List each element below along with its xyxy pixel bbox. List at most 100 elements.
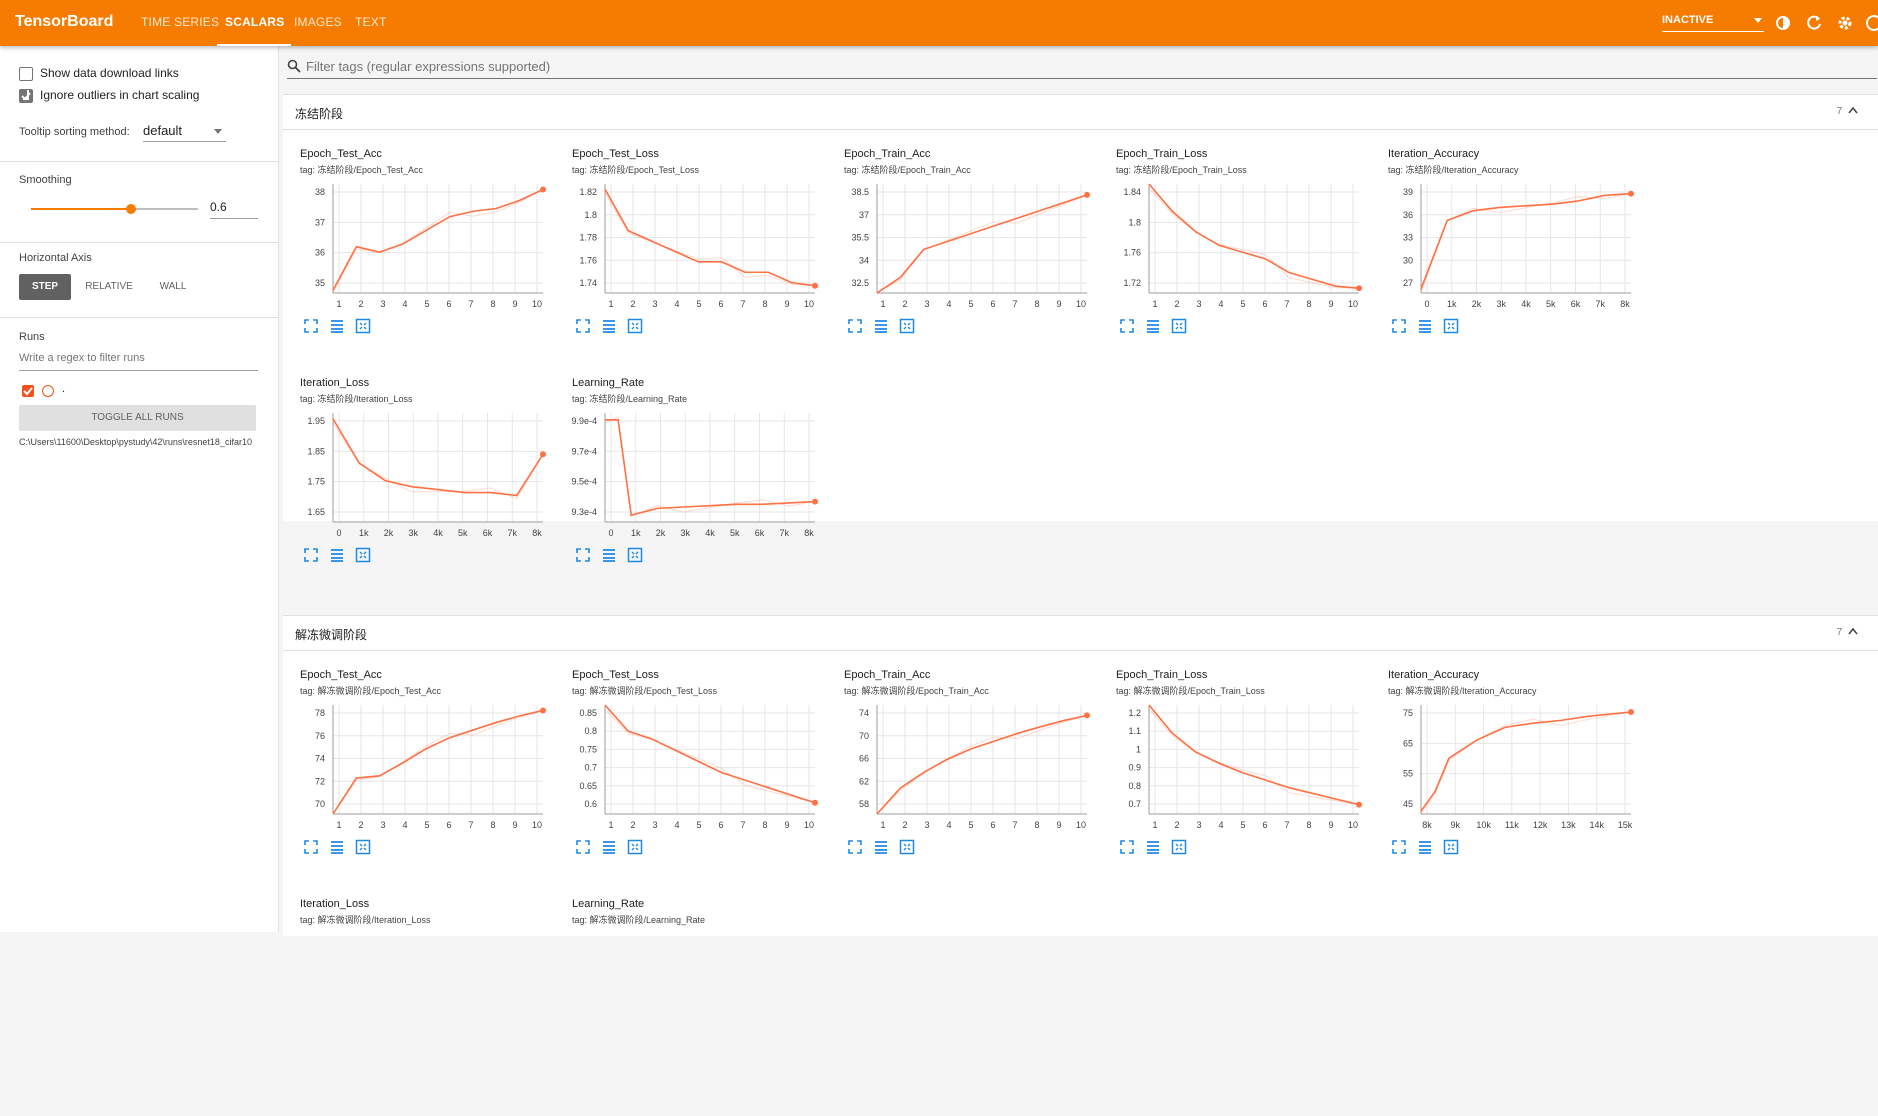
fullscreen-icon[interactable] [847, 318, 863, 334]
data-table-icon[interactable] [601, 839, 617, 855]
x-tick-label: 7 [1284, 820, 1289, 830]
smoothing-slider-thumb[interactable] [126, 204, 136, 214]
x-tick-label: 2 [630, 820, 635, 830]
x-tick-label: 13k [1561, 820, 1576, 830]
x-tick-label: 6k [755, 528, 765, 538]
x-tick-label: 5k [730, 528, 740, 538]
fit-domain-icon[interactable] [1171, 839, 1187, 855]
fullscreen-icon[interactable] [303, 318, 319, 334]
x-tick-label: 10 [804, 820, 814, 830]
x-tick-label: 10 [1348, 299, 1358, 309]
fit-domain-icon[interactable] [627, 547, 643, 563]
y-tick-label: 9.7e-4 [571, 446, 597, 456]
runs-filter-input[interactable]: Write a regex to filter runs [19, 352, 258, 371]
tag-group-finetune: 解冻微调阶段 7 Epoch_Test_Acc tag: 解冻微调阶段/Epoch… [283, 615, 1878, 936]
y-tick-label: 38 [315, 187, 325, 197]
line-chart[interactable]: 1 2 3 4 5 6 7 8 9 10 35 36 37 38 [283, 176, 555, 316]
fit-domain-icon[interactable] [627, 839, 643, 855]
fullscreen-icon[interactable] [1119, 318, 1135, 334]
data-table-icon[interactable] [601, 318, 617, 334]
line-chart[interactable]: 1 2 3 4 5 6 7 8 9 10 1.74 1.76 1.78 1.8 1.82 [555, 176, 827, 316]
tab-scalars[interactable]: SCALARS [225, 15, 285, 29]
data-table-icon[interactable] [329, 547, 345, 563]
plugin-select[interactable]: INACTIVE [1662, 14, 1764, 32]
x-tick-label: 3 [652, 820, 657, 830]
fit-domain-icon[interactable] [1443, 318, 1459, 334]
x-tick-label: 10 [1076, 299, 1086, 309]
line-chart[interactable]: 1 2 3 4 5 6 7 8 9 10 1.72 1.76 1.8 1.84 [1099, 176, 1371, 316]
x-tick-label: 3k [680, 528, 690, 538]
fit-domain-icon[interactable] [899, 318, 915, 334]
x-tick-label: 10 [1348, 820, 1358, 830]
line-chart[interactable]: 1 2 3 4 5 6 7 8 9 10 58 62 66 70 74 [827, 697, 1099, 837]
series-end-point [1628, 190, 1634, 197]
tooltip-sorting-select[interactable]: default [143, 123, 226, 142]
toggle-all-runs-button[interactable]: TOGGLE ALL RUNS [19, 405, 256, 431]
fullscreen-icon[interactable] [1391, 318, 1407, 334]
tag-filter-input[interactable]: Filter tags (regular expressions support… [287, 56, 1877, 79]
fit-domain-icon[interactable] [355, 839, 371, 855]
fullscreen-icon[interactable] [575, 839, 591, 855]
brightness-icon[interactable] [1773, 13, 1793, 33]
y-tick-label: 1.72 [1123, 278, 1141, 288]
tab-text[interactable]: TEXT [355, 15, 387, 29]
tab-images[interactable]: IMAGES [294, 15, 342, 29]
smoothing-input[interactable]: 0.6 [210, 200, 258, 219]
data-table-icon[interactable] [1417, 318, 1433, 334]
group-header[interactable]: 解冻微调阶段 7 [283, 616, 1878, 651]
x-tick-label: 9 [784, 820, 789, 830]
line-chart[interactable]: 0 1k 2k 3k 4k 5k 6k 7k 8k 1.65 1.75 1.85 1.95 [283, 405, 555, 545]
fullscreen-icon[interactable] [575, 318, 591, 334]
data-table-icon[interactable] [873, 839, 889, 855]
help-icon[interactable] [1864, 13, 1878, 33]
chart-title: Epoch_Train_Acc [844, 148, 931, 160]
data-table-icon[interactable] [1145, 318, 1161, 334]
checkbox-box[interactable] [19, 67, 33, 81]
y-tick-label: 0.75 [579, 744, 597, 754]
fit-domain-icon[interactable] [1443, 839, 1459, 855]
line-chart[interactable]: 0 1k 2k 3k 4k 5k 6k 7k 8k 9.3e-4 9.5e-4 9.7e-4 9.9e-… [555, 405, 827, 545]
fit-domain-icon[interactable] [1171, 318, 1187, 334]
chevron-up-icon[interactable] [1848, 106, 1858, 114]
axis-relative-button[interactable]: RELATIVE [85, 281, 133, 292]
run-color-icon[interactable] [42, 385, 54, 397]
fullscreen-icon[interactable] [575, 547, 591, 563]
axis-wall-button[interactable]: WALL [159, 281, 187, 292]
fullscreen-icon[interactable] [303, 547, 319, 563]
data-table-icon[interactable] [873, 318, 889, 334]
chart-tag: tag: 解冻微调阶段/Epoch_Train_Acc [844, 686, 989, 696]
run-checkbox[interactable] [22, 385, 34, 397]
fullscreen-icon[interactable] [847, 839, 863, 855]
line-chart[interactable]: 1 2 3 4 5 6 7 8 9 10 0.7 0.8 0.9 1 1.1 1.2 [1099, 697, 1371, 837]
y-tick-label: 1.8 [584, 210, 597, 220]
axis-step-button[interactable]: STEP [19, 274, 71, 300]
fit-domain-icon[interactable] [627, 318, 643, 334]
line-chart[interactable]: 8k 9k 10k 11k 12k 13k 14k 15k 45 55 65 75 [1371, 697, 1643, 837]
fullscreen-icon[interactable] [1119, 839, 1135, 855]
line-chart[interactable]: 0 1k 2k 3k 4k 5k 6k 7k 8k 27 30 33 36 39 [1371, 176, 1643, 316]
x-tick-label: 2 [358, 820, 363, 830]
tab-time-series[interactable]: TIME SERIES [141, 15, 220, 29]
data-table-icon[interactable] [1145, 839, 1161, 855]
gear-icon[interactable] [1835, 13, 1855, 33]
line-chart[interactable]: 1 2 3 4 5 6 7 8 9 10 0.6 0.65 0.7 0.75 0.8 0.85 [555, 697, 827, 837]
fullscreen-icon[interactable] [303, 839, 319, 855]
group-header[interactable]: 冻结阶段 7 [283, 95, 1878, 130]
fit-domain-icon[interactable] [355, 318, 371, 334]
refresh-icon[interactable] [1804, 13, 1824, 33]
chevron-up-icon[interactable] [1848, 627, 1858, 635]
checkbox-box-checked[interactable] [19, 89, 33, 103]
fit-domain-icon[interactable] [899, 839, 915, 855]
series-end-point [1084, 191, 1090, 198]
data-table-icon[interactable] [601, 547, 617, 563]
x-tick-label: 5 [424, 820, 429, 830]
fullscreen-icon[interactable] [1391, 839, 1407, 855]
fit-domain-icon[interactable] [355, 547, 371, 563]
chart-actions [1119, 318, 1199, 334]
data-table-icon[interactable] [1417, 839, 1433, 855]
y-tick-label: 74 [859, 708, 869, 718]
data-table-icon[interactable] [329, 318, 345, 334]
data-table-icon[interactable] [329, 839, 345, 855]
